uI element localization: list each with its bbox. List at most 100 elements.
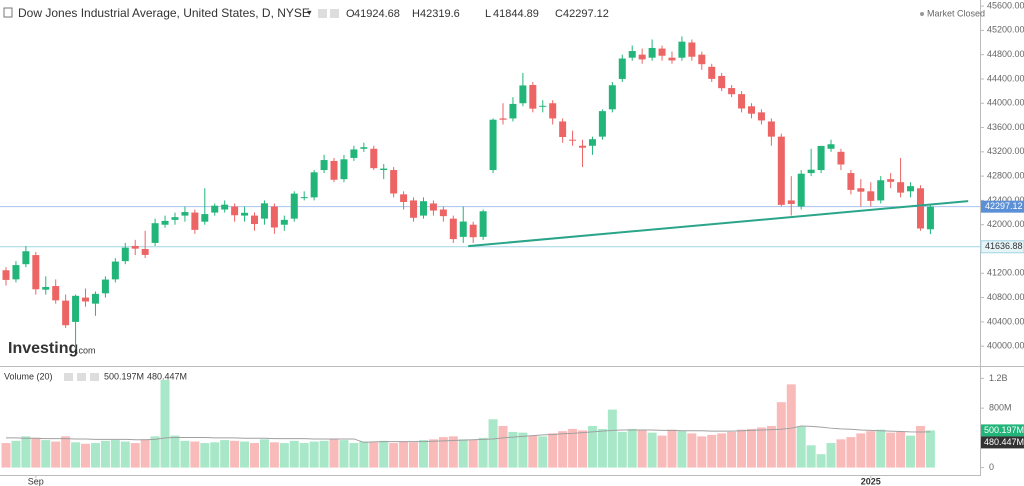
volume-bar xyxy=(915,425,925,468)
volume-bar xyxy=(31,437,41,468)
volume-bar xyxy=(886,432,896,468)
candle-body xyxy=(400,194,408,202)
ohlc-legend: O 41924.68 H 42319.6 L 41844.89 C 42297.12 xyxy=(346,8,609,20)
volume-bar xyxy=(230,440,240,468)
candle-body xyxy=(797,173,805,207)
volume-bar xyxy=(508,431,518,468)
candle-body xyxy=(489,119,497,171)
candle-body xyxy=(350,149,358,158)
candle-body xyxy=(320,160,328,171)
volume-bar xyxy=(747,428,756,468)
icon[interactable] xyxy=(330,9,339,18)
candle-body xyxy=(141,249,149,255)
icon[interactable] xyxy=(64,373,73,381)
ohlc-letter: H xyxy=(412,8,420,20)
candle-body xyxy=(22,251,30,265)
volume-bar xyxy=(727,431,737,468)
volume-bar xyxy=(826,443,836,468)
volume-bar xyxy=(488,419,498,468)
volume-bar xyxy=(279,443,289,468)
candle-body xyxy=(608,85,616,110)
candle-body xyxy=(201,214,209,222)
dropdown-icon[interactable]: ▾ xyxy=(307,7,312,17)
volume-bar xyxy=(110,440,120,468)
ohlc-letter: O xyxy=(346,8,355,20)
candle-body xyxy=(708,66,716,79)
candle-body xyxy=(867,191,875,201)
candle-body xyxy=(529,85,537,109)
volume-bar xyxy=(816,454,826,468)
candle-body xyxy=(757,112,765,121)
candle-body xyxy=(72,295,80,322)
candle-body xyxy=(32,255,40,290)
candle-body xyxy=(231,206,239,216)
icon[interactable] xyxy=(77,373,86,381)
candle-body xyxy=(827,144,835,149)
volume-bar xyxy=(836,439,846,468)
candle-body xyxy=(42,286,50,290)
icon[interactable] xyxy=(318,9,327,18)
candle-body xyxy=(91,293,99,304)
candle-body xyxy=(12,265,20,280)
candle-body xyxy=(360,147,368,149)
volume-bar xyxy=(766,425,776,468)
volume-bar xyxy=(776,402,786,468)
volume-box-label: 500.197M xyxy=(984,425,1024,435)
candle-body xyxy=(718,75,726,89)
candle-body xyxy=(618,58,626,79)
candle-body xyxy=(598,111,606,137)
candle-body xyxy=(270,206,278,228)
candle-body xyxy=(668,57,676,61)
volume-bar xyxy=(160,379,170,468)
candle-body xyxy=(569,139,577,141)
icon[interactable] xyxy=(90,373,99,381)
candle-body xyxy=(101,279,109,294)
volume-bar xyxy=(339,440,349,468)
candle-body xyxy=(807,169,815,174)
volume-bar xyxy=(687,433,697,468)
volume-bar xyxy=(418,440,428,468)
volume-bar xyxy=(399,441,409,468)
volume-bar xyxy=(717,433,727,468)
candle-body xyxy=(688,42,696,57)
volume-bar xyxy=(756,427,766,468)
volume-bar xyxy=(607,409,617,468)
candle-body xyxy=(728,88,736,95)
candle-body xyxy=(907,186,915,192)
volume-bar xyxy=(896,431,906,468)
volume-ma-line xyxy=(6,425,931,443)
candle-body xyxy=(648,47,656,58)
volume-bar xyxy=(1,443,11,468)
ohlc-value: 42319.6 xyxy=(420,8,460,20)
candle-body xyxy=(52,286,60,301)
candle-body xyxy=(459,221,467,237)
candle-body xyxy=(777,136,785,205)
volume-bar xyxy=(349,443,359,468)
volume-tick-label: 0 xyxy=(989,462,994,472)
volume-bar xyxy=(250,443,259,468)
y-tick-label: 40000.00 xyxy=(987,341,1024,351)
candle-body xyxy=(439,209,447,217)
candle-body xyxy=(310,172,318,198)
candle-body xyxy=(82,297,90,302)
candle-body xyxy=(181,212,189,216)
y-tick-label: 41200.00 xyxy=(987,268,1024,278)
candle-body xyxy=(469,224,477,238)
candle-body xyxy=(131,245,139,249)
y-tick-label: 45200.00 xyxy=(987,25,1024,35)
volume-bar xyxy=(259,439,269,468)
candle-body xyxy=(638,54,646,60)
volume-bar xyxy=(597,428,607,468)
candle-body xyxy=(767,121,775,137)
ohlc-value: 41844.89 xyxy=(493,8,539,20)
candle-body xyxy=(479,211,487,237)
volume-bar xyxy=(21,436,31,468)
volume-bar xyxy=(389,443,399,468)
menu-icon[interactable] xyxy=(3,7,13,18)
status-dot xyxy=(920,12,924,16)
candle-body xyxy=(559,121,567,138)
volume-bar xyxy=(697,436,707,468)
candle-body xyxy=(449,218,457,240)
volume-bar xyxy=(448,436,458,468)
volume-bar xyxy=(100,440,110,468)
